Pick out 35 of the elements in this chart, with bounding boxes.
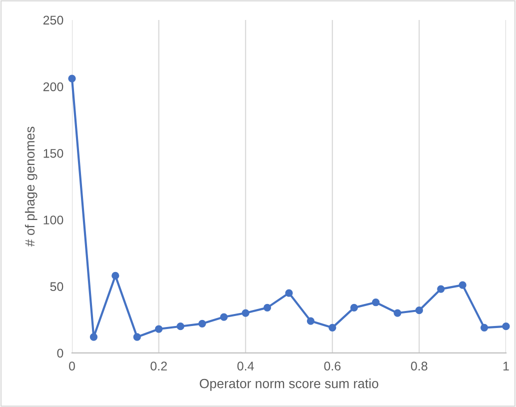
point	[198, 320, 206, 328]
y-tick-label: 250	[43, 16, 64, 25]
point	[133, 333, 141, 341]
point	[394, 309, 402, 317]
point	[263, 304, 272, 312]
x-tick-label: 0.2	[150, 362, 167, 371]
point	[112, 272, 120, 280]
x-axis-title: Operator norm score sum ratio	[200, 378, 378, 391]
point	[328, 324, 336, 332]
point	[90, 333, 98, 341]
y-tick-label: 150	[44, 148, 64, 158]
point	[502, 322, 510, 330]
point	[220, 313, 228, 321]
y-axis-title: # of phage genomes	[24, 126, 38, 247]
point	[176, 322, 184, 330]
point	[372, 298, 380, 306]
x-tick-label: 0.4	[237, 362, 254, 371]
point	[437, 285, 445, 293]
y-tick-label: 200	[43, 82, 64, 92]
y-tick-label: 100	[44, 216, 64, 224]
point	[154, 325, 163, 333]
y-tick-label: 0	[57, 348, 64, 358]
point	[415, 306, 424, 314]
point	[480, 324, 488, 332]
point	[68, 74, 76, 82]
y-tick-label: 50	[50, 282, 64, 292]
point	[285, 289, 293, 297]
point	[306, 317, 315, 325]
x-tick-label: 0.6	[324, 362, 341, 371]
x-tick-label: 1	[503, 362, 509, 370]
point	[458, 281, 466, 289]
x-tick-label: 0.8	[410, 362, 428, 371]
point	[242, 309, 250, 317]
x-tick-label: 0	[68, 362, 75, 371]
point	[350, 304, 358, 312]
